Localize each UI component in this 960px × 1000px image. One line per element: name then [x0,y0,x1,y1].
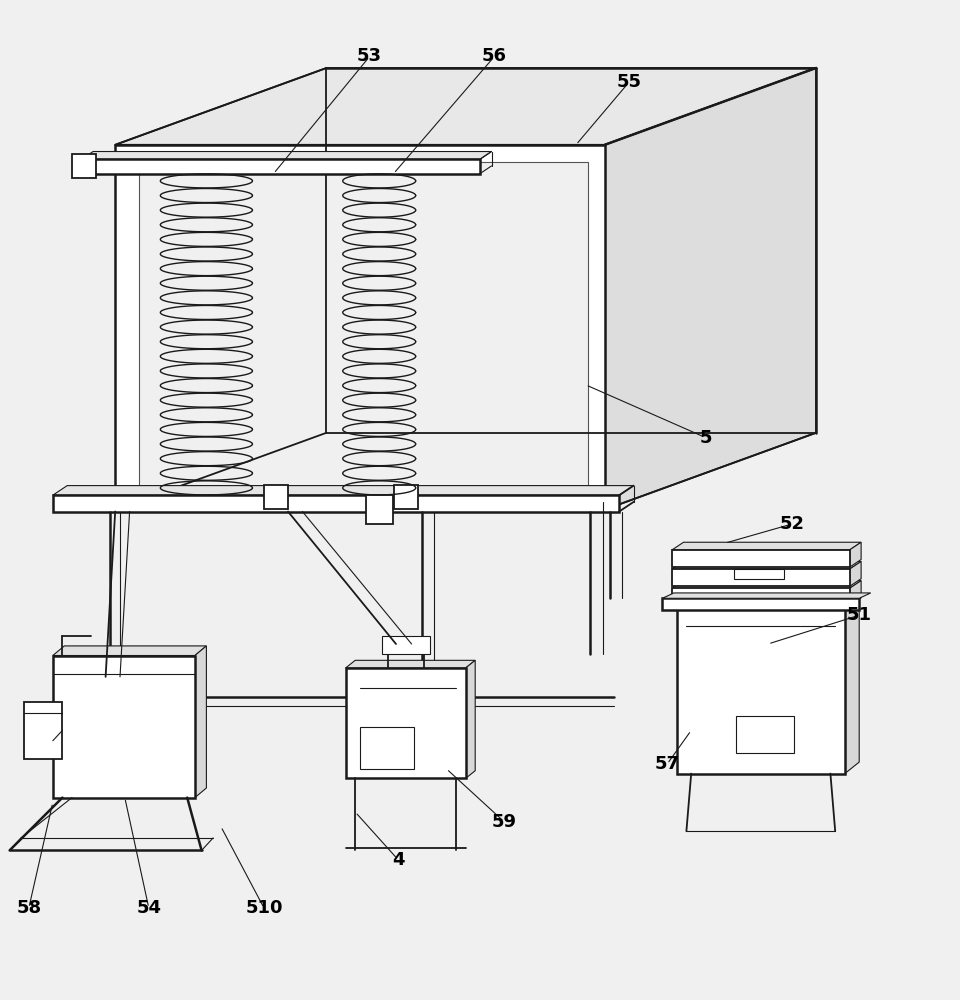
Polygon shape [672,561,861,569]
Polygon shape [850,561,861,586]
Polygon shape [53,486,634,495]
Bar [677,606,845,774]
Text: 5: 5 [699,429,712,447]
Polygon shape [82,152,492,159]
Text: 58: 58 [16,899,41,917]
Polygon shape [115,68,816,145]
Bar [662,598,859,610]
Circle shape [268,488,279,500]
Circle shape [411,694,424,708]
Bar [366,495,393,524]
Circle shape [402,490,414,502]
Text: 56: 56 [482,47,507,65]
Text: 510: 510 [245,899,283,917]
Bar [72,154,96,178]
Bar [672,550,850,567]
Circle shape [69,705,84,720]
Text: 54: 54 [136,899,161,917]
Bar [360,727,414,769]
Polygon shape [662,593,871,598]
Text: 55: 55 [616,73,641,91]
Text: 57: 57 [655,755,680,773]
Bar [672,588,850,606]
Circle shape [28,719,39,730]
Bar [24,702,62,759]
Bar [115,145,605,510]
Polygon shape [53,646,206,656]
Text: 52: 52 [780,515,804,533]
Bar [381,636,429,654]
Bar [734,569,784,579]
Bar [53,656,195,798]
Bar [264,485,288,509]
Bar [139,162,588,492]
Polygon shape [672,542,861,550]
Polygon shape [850,542,861,567]
Polygon shape [346,660,475,668]
Text: 4: 4 [392,851,405,869]
Text: 53: 53 [357,47,382,65]
Polygon shape [605,68,816,510]
Polygon shape [677,594,859,606]
Bar [82,159,480,174]
Bar [346,668,466,778]
Polygon shape [845,594,859,774]
Polygon shape [466,660,475,778]
Polygon shape [850,581,861,606]
Polygon shape [672,581,861,588]
Bar [394,485,418,509]
Bar [53,495,619,512]
Bar [672,569,850,586]
Text: 59: 59 [492,813,516,831]
Polygon shape [195,646,206,798]
Bar [735,716,795,753]
Text: 51: 51 [847,606,872,624]
